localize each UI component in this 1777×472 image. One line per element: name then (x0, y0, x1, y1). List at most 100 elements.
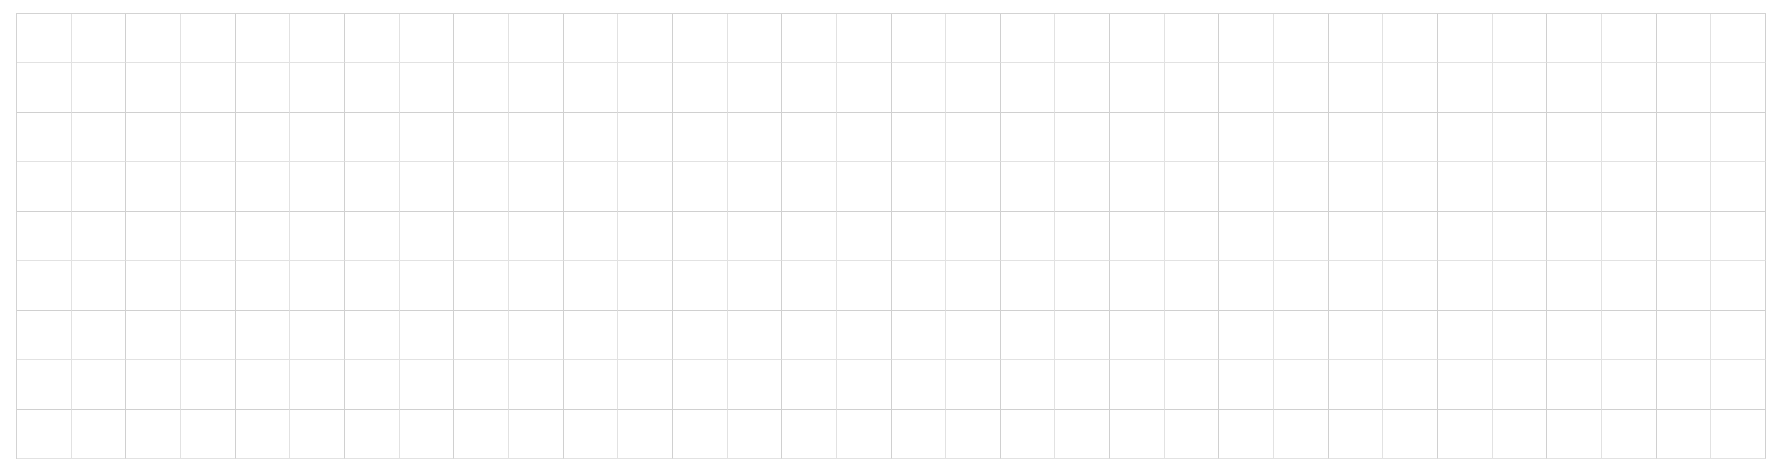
grid-cell (454, 261, 509, 311)
grid-cell (836, 162, 892, 212)
grid-cell (1547, 63, 1603, 113)
grid-cell (399, 14, 455, 64)
grid-cell (782, 360, 837, 410)
grid-cell (618, 261, 673, 311)
grid-cell (1492, 63, 1548, 113)
grid-cell (1492, 409, 1548, 459)
grid-cell (1711, 310, 1766, 361)
grid-cell (946, 409, 1001, 459)
grid-cell (454, 310, 509, 361)
grid-cell (454, 14, 509, 64)
grid-cell (1110, 261, 1165, 311)
grid-cell (399, 112, 455, 163)
grid-cell (672, 261, 728, 311)
grid-cell (1328, 409, 1384, 459)
grid-cell (1711, 14, 1766, 64)
grid-cell (672, 360, 728, 410)
grid-cell (1602, 14, 1657, 64)
grid-cell (946, 162, 1001, 212)
grid-cell (1602, 112, 1657, 163)
grid-cell (290, 261, 345, 311)
grid-cell (1164, 310, 1220, 361)
grid-cell (71, 409, 127, 459)
grid-cell (836, 409, 892, 459)
grid-cell (1492, 310, 1548, 361)
grid-cell (508, 14, 564, 64)
grid-cell (563, 14, 619, 64)
grid-cell (1000, 409, 1056, 459)
grid-cell (1164, 360, 1220, 410)
grid-cell (1219, 261, 1275, 311)
grid-cell (454, 211, 509, 262)
grid-cell (1383, 14, 1439, 64)
grid-cell (1547, 14, 1603, 64)
grid-cell (508, 63, 564, 113)
grid-cell (71, 360, 127, 410)
grid-cell (1602, 63, 1657, 113)
grid-cell (1438, 360, 1493, 410)
grid-cell (235, 211, 291, 262)
grid-cell (1328, 360, 1384, 410)
grid-cell (1055, 63, 1111, 113)
grid-cell (618, 14, 673, 64)
grid-cell (126, 14, 181, 64)
grid-cell (1438, 162, 1493, 212)
grid-cell (1219, 112, 1275, 163)
grid-cell (1164, 162, 1220, 212)
grid-cell (1711, 162, 1766, 212)
grid-cell (508, 409, 564, 459)
grid-cell (1383, 63, 1439, 113)
grid-cell (180, 14, 236, 64)
grid-cell (891, 112, 947, 163)
grid-cell (235, 409, 291, 459)
grid-cell (126, 310, 181, 361)
grid-cell (946, 211, 1001, 262)
grid-cell (126, 112, 181, 163)
grid-cell (508, 112, 564, 163)
grid-cell (1000, 112, 1056, 163)
grid-cell (836, 14, 892, 64)
grid-cell (290, 63, 345, 113)
grid-cell (1383, 360, 1439, 410)
grid-cell (344, 63, 400, 113)
grid-cell (1383, 409, 1439, 459)
grid-cell (891, 14, 947, 64)
grid-cell (1274, 112, 1329, 163)
grid-cell (1438, 211, 1493, 262)
grid-cell (782, 409, 837, 459)
grid-cell (618, 63, 673, 113)
grid-cell (1438, 14, 1493, 64)
grid-cell (727, 310, 783, 361)
grid-cell (126, 162, 181, 212)
grid-cell (618, 211, 673, 262)
grid-cell (1547, 112, 1603, 163)
grid-cell (782, 310, 837, 361)
grid-cell (946, 112, 1001, 163)
grid-cell (1274, 63, 1329, 113)
grid-cell (17, 63, 72, 113)
grid-cell (1328, 261, 1384, 311)
grid-cell (126, 211, 181, 262)
grid-cell (17, 310, 72, 361)
grid-cell (782, 162, 837, 212)
grid-cell (1000, 162, 1056, 212)
grid-cell (672, 211, 728, 262)
grid-cell (727, 162, 783, 212)
grid-cell (1711, 211, 1766, 262)
grid-cell (891, 310, 947, 361)
grid-cell (1219, 409, 1275, 459)
grid-cell (1656, 409, 1712, 459)
grid-cell (71, 211, 127, 262)
grid-cell (235, 14, 291, 64)
grid-cell (1547, 409, 1603, 459)
grid-cell (1711, 112, 1766, 163)
grid-cell (1656, 360, 1712, 410)
grid-cell (71, 112, 127, 163)
grid-cell (290, 112, 345, 163)
grid-cell (782, 261, 837, 311)
grid-cell (563, 409, 619, 459)
grid-cell (1438, 63, 1493, 113)
grid-cell (1383, 211, 1439, 262)
grid-cell (126, 409, 181, 459)
grid-cell (1055, 310, 1111, 361)
